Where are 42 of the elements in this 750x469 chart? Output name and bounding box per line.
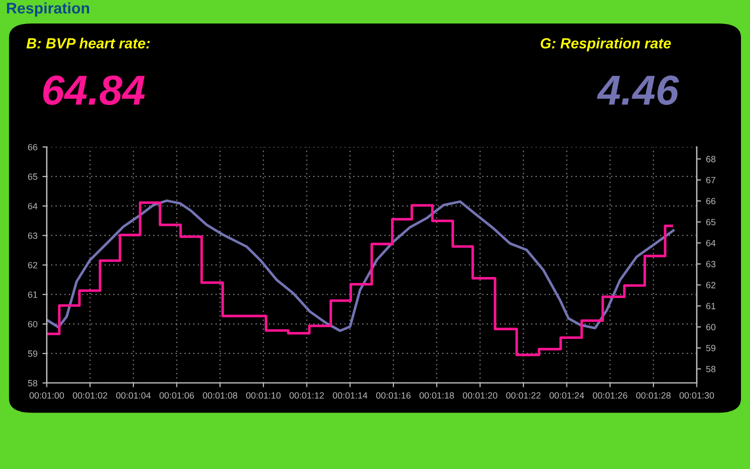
y-tick-label: 60 bbox=[28, 320, 38, 328]
x-tick-label: 00:01:24 bbox=[550, 392, 584, 399]
text: 64.84 bbox=[43, 75, 145, 105]
y2-tick-label: 63 bbox=[706, 260, 716, 268]
x-tick-label: 00:01:06 bbox=[160, 392, 194, 399]
x-tick-label: 00:01:28 bbox=[636, 392, 671, 399]
y-tick-label: 64 bbox=[28, 202, 38, 210]
x-tick-label: 00:01:12 bbox=[290, 392, 324, 399]
y2-tick-label: 62 bbox=[706, 282, 716, 288]
y2-tick-label: 68 bbox=[706, 156, 716, 162]
x-tick-label: 00:01:16 bbox=[376, 392, 411, 399]
y-tick-label: 62 bbox=[28, 262, 38, 268]
chart-title: Respiration bbox=[7, 2, 90, 17]
y2-tick-label: 64 bbox=[706, 240, 716, 246]
y-tick-label: 63 bbox=[28, 232, 38, 239]
y2-tick-label: 65 bbox=[706, 218, 716, 226]
x-tick-label: 00:01:26 bbox=[592, 392, 628, 399]
y2-tick-label: 61 bbox=[706, 302, 716, 310]
x-tick-label: 00:01:30 bbox=[680, 392, 714, 399]
y-tick-label: 58 bbox=[28, 380, 38, 386]
line-series bbox=[46, 199, 675, 332]
y2-tick-label: 58 bbox=[706, 366, 716, 372]
x-tick-label: 00:01:20 bbox=[462, 392, 498, 399]
x-tick-label: 00:01:22 bbox=[506, 392, 541, 399]
y-tick-label: 61 bbox=[28, 291, 38, 298]
text: B: BVP heart rate: bbox=[26, 38, 150, 48]
x-tick-label: 00:01:14 bbox=[332, 392, 368, 399]
y-tick-label: 59 bbox=[28, 350, 38, 357]
y-tick-label: 66 bbox=[28, 144, 38, 150]
y2-tick-label: 59 bbox=[706, 344, 716, 352]
y-tick-label: 65 bbox=[28, 173, 38, 180]
x-tick-label: 00:01:04 bbox=[116, 392, 151, 399]
y2-tick-label: 67 bbox=[706, 176, 716, 184]
x-tick-label: 00:01:10 bbox=[246, 392, 281, 399]
x-tick-label: 00:01:00 bbox=[30, 392, 64, 399]
y2-tick-label: 66 bbox=[706, 198, 716, 204]
x-tick-label: 00:01:08 bbox=[202, 392, 238, 399]
text: 4.46 bbox=[596, 75, 679, 105]
y2-tick-label: 60 bbox=[706, 324, 716, 330]
x-tick-label: 00:01:02 bbox=[72, 392, 108, 399]
text: G: Respiration rate bbox=[540, 38, 671, 52]
x-tick-label: 00:01:18 bbox=[420, 392, 454, 399]
